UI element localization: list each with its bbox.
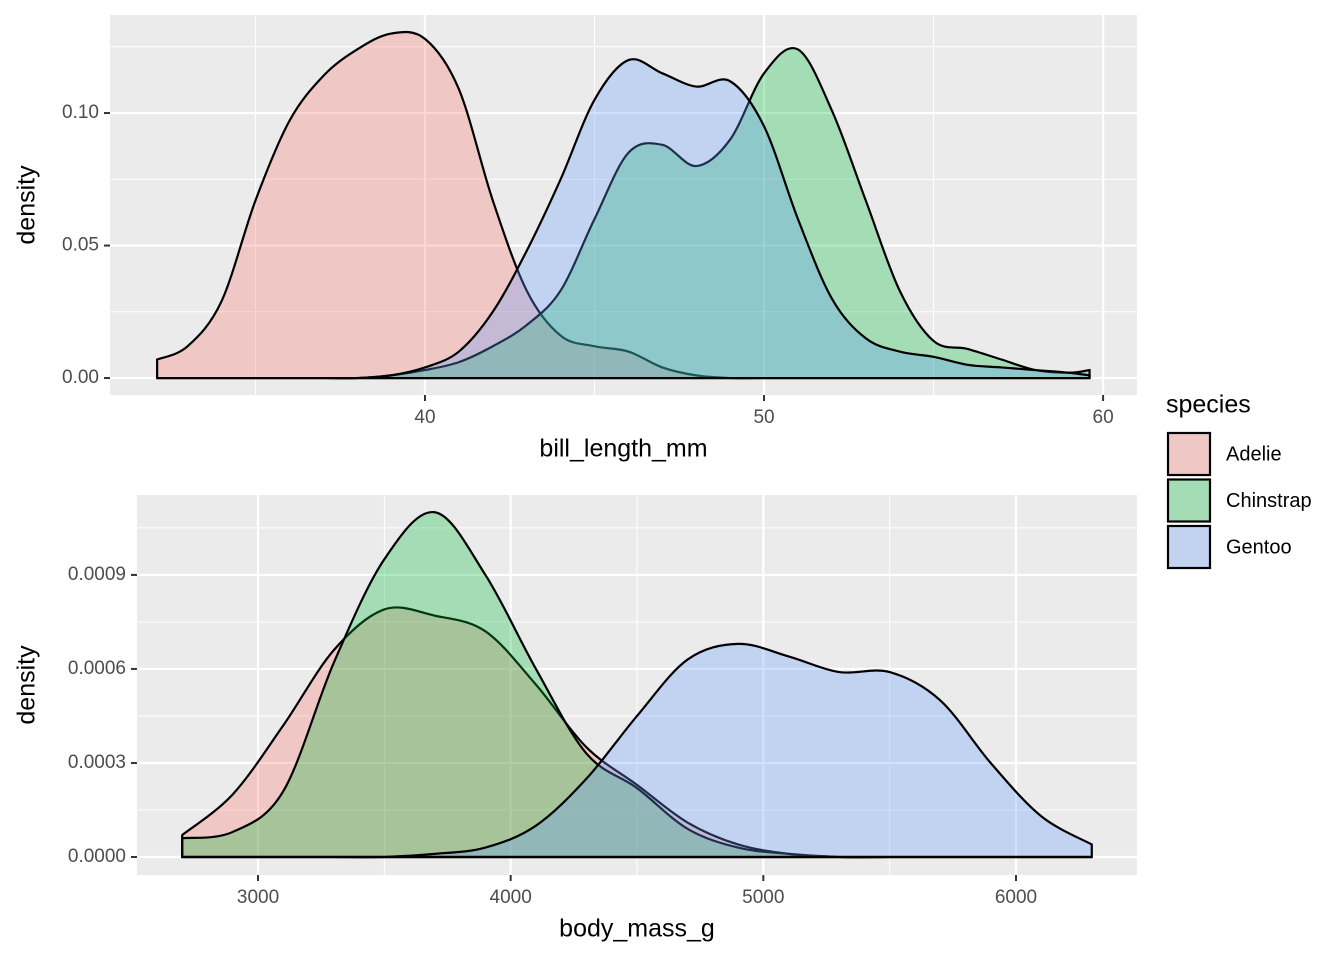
y-tick-label: 0.00 (62, 367, 99, 388)
density-area (182, 642, 1093, 859)
x-tick-label: 6000 (995, 887, 1037, 908)
y-axis-title: density (13, 645, 41, 725)
x-tick-label: 3000 (237, 887, 279, 908)
legend-label: Chinstrap (1226, 490, 1312, 512)
x-tick-label: 60 (1093, 407, 1114, 428)
y-tick-label: 0.05 (62, 235, 99, 256)
legend-key-bg (1168, 433, 1210, 475)
x-axis-title: bill_length_mm (539, 435, 707, 463)
x-tick-label: 50 (753, 407, 774, 428)
legend-key-bg (1168, 479, 1210, 522)
legend-key (1166, 478, 1212, 523)
density-area (157, 58, 1091, 380)
x-tick-label: 40 (414, 407, 435, 428)
y-tick-label: 0.10 (62, 102, 99, 123)
x-axis-title: body_mass_g (559, 915, 715, 943)
legend-key-bg (1168, 526, 1210, 568)
y-tick-label: 0.0003 (68, 752, 126, 773)
legend-label: Adelie (1226, 443, 1282, 465)
x-tick-label: 5000 (742, 887, 784, 908)
y-tick-label: 0.0006 (68, 658, 126, 679)
y-tick-label: 0.0000 (68, 846, 126, 867)
plot-background (110, 15, 1137, 395)
legend-title: species (1166, 391, 1251, 419)
x-tick-label: 4000 (490, 887, 532, 908)
y-tick-label: 0.0009 (68, 564, 126, 585)
legend-label: Gentoo (1226, 536, 1292, 558)
legend-key (1166, 431, 1212, 477)
legend-key (1166, 524, 1212, 570)
y-axis-title: density (13, 165, 41, 245)
